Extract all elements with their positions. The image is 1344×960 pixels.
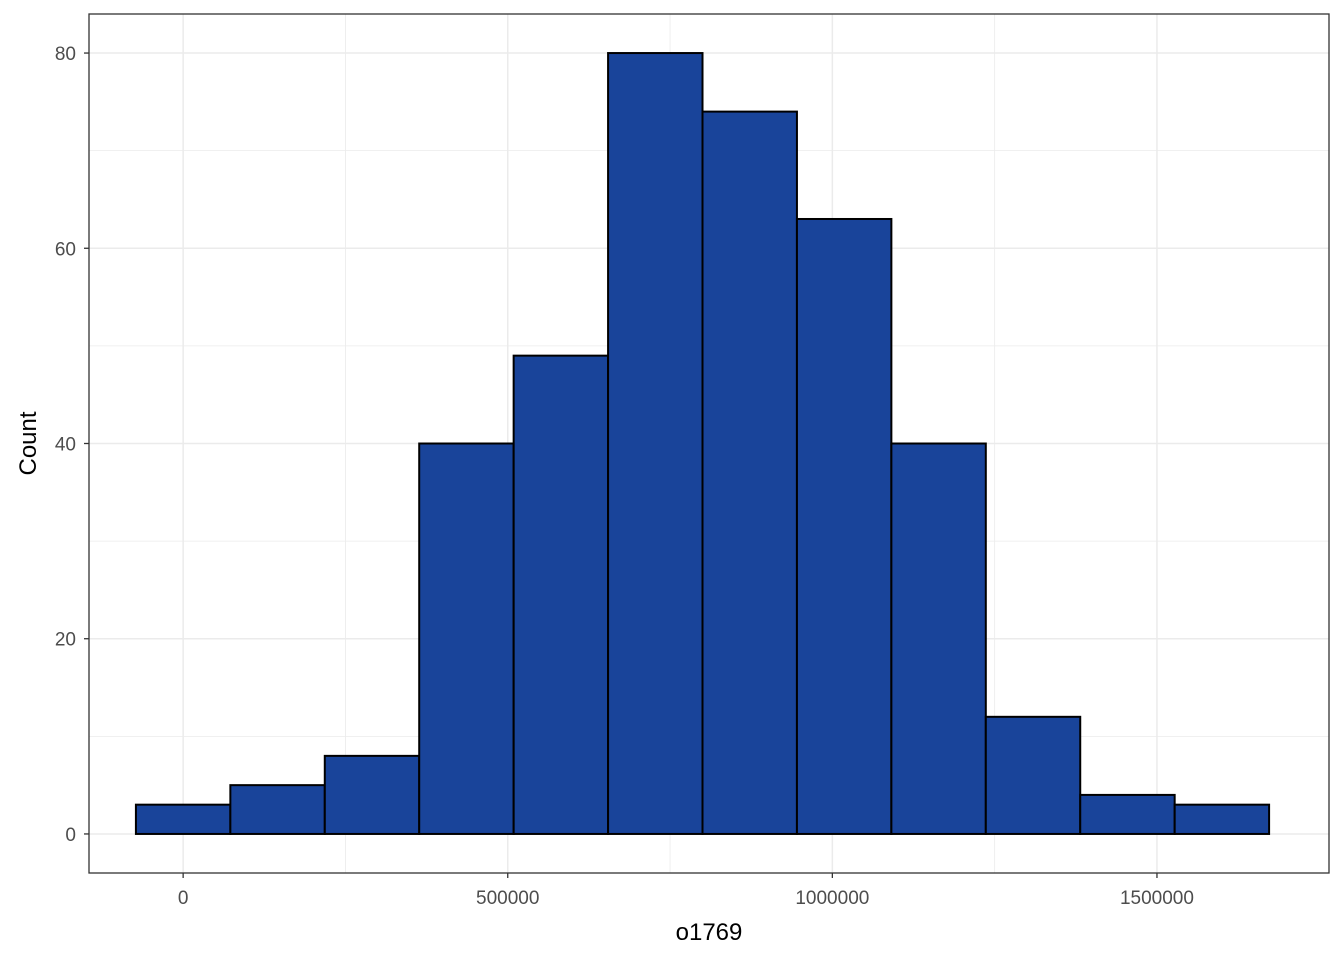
histogram-bar [1173, 803, 1271, 835]
histogram-bar [701, 110, 798, 835]
y-tick-label: 80 [55, 44, 76, 65]
histogram-bar [323, 754, 421, 835]
x-axis-title: o1769 [676, 919, 743, 946]
y-tick-label: 60 [55, 239, 76, 260]
histogram-bar [229, 784, 326, 835]
histogram-bar [418, 442, 515, 835]
x-tick-label: 1000000 [795, 888, 869, 909]
histogram-bar [1079, 793, 1176, 835]
histogram-bar [512, 354, 610, 835]
y-axis-title: Count [15, 411, 42, 475]
y-tick-label: 20 [55, 630, 76, 651]
histogram-bar [890, 442, 987, 835]
x-tick-label: 500000 [476, 888, 539, 909]
histogram-bar [134, 803, 232, 835]
histogram-bar [984, 715, 1082, 835]
histogram-bars [134, 52, 1271, 835]
y-axis: 0 20 40 60 80 [55, 44, 89, 846]
histogram-bar [795, 217, 893, 835]
y-tick-label: 0 [65, 825, 76, 846]
y-tick-label: 40 [55, 435, 76, 456]
x-axis: 0 500000 1000000 1500000 [178, 873, 1194, 909]
x-tick-label: 0 [178, 888, 189, 909]
x-tick-label: 1500000 [1120, 888, 1194, 909]
histogram-bar [607, 52, 704, 835]
